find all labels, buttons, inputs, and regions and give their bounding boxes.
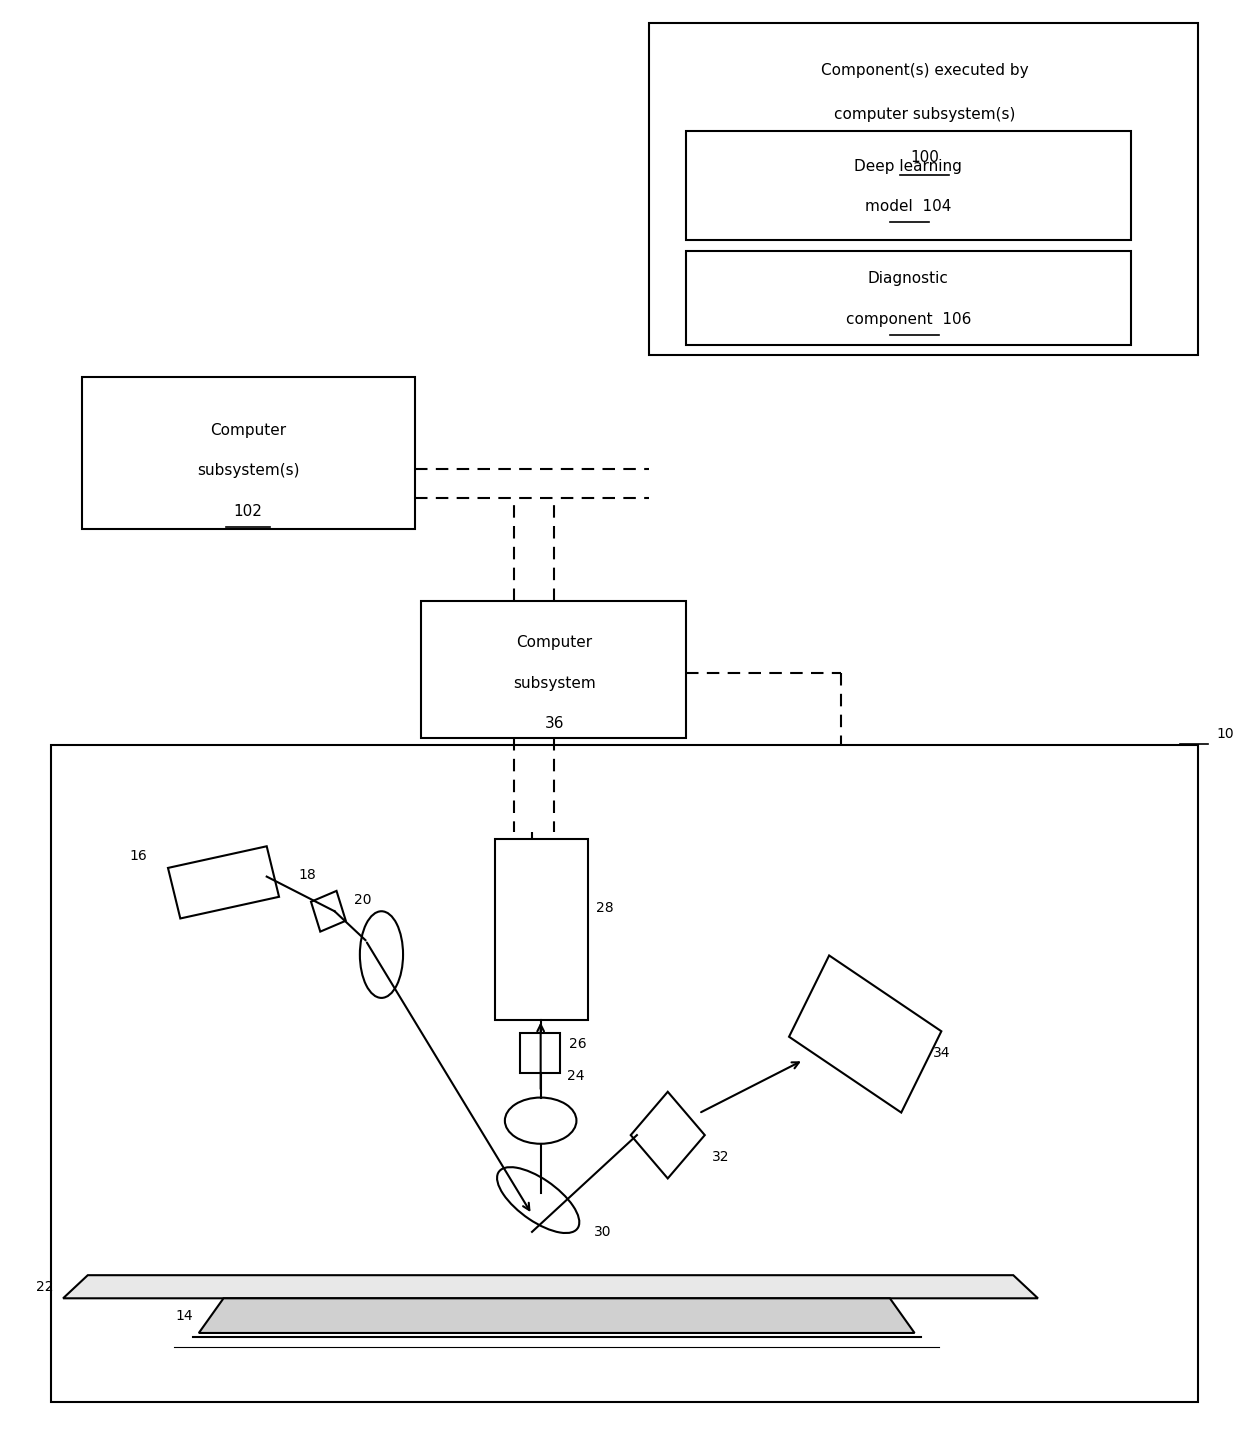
Bar xyxy=(650,23,1198,355)
Bar xyxy=(686,252,1131,346)
Polygon shape xyxy=(789,955,941,1113)
Bar xyxy=(51,745,1198,1402)
Text: 14: 14 xyxy=(175,1308,192,1323)
Bar xyxy=(520,1033,560,1074)
Text: subsystem(s): subsystem(s) xyxy=(197,463,299,479)
Ellipse shape xyxy=(505,1098,577,1143)
Text: 18: 18 xyxy=(299,868,316,883)
Ellipse shape xyxy=(497,1168,579,1233)
Text: computer subsystem(s): computer subsystem(s) xyxy=(833,107,1016,122)
Text: 10: 10 xyxy=(1216,726,1235,741)
Text: Computer: Computer xyxy=(516,635,593,650)
Polygon shape xyxy=(311,891,346,932)
Bar xyxy=(495,839,588,1020)
Ellipse shape xyxy=(360,912,403,998)
Text: model  104: model 104 xyxy=(866,200,951,214)
Text: 34: 34 xyxy=(932,1046,951,1059)
Bar xyxy=(82,376,415,528)
Text: Diagnostic: Diagnostic xyxy=(868,271,949,287)
Polygon shape xyxy=(198,1298,915,1333)
Text: Component(s) executed by: Component(s) executed by xyxy=(821,64,1028,78)
Text: 20: 20 xyxy=(355,893,372,907)
Text: Deep learning: Deep learning xyxy=(854,159,962,174)
Text: 36: 36 xyxy=(544,716,564,731)
Text: 30: 30 xyxy=(594,1224,611,1239)
Bar xyxy=(420,601,686,738)
Text: 102: 102 xyxy=(234,504,263,518)
Text: 32: 32 xyxy=(712,1150,729,1163)
Text: 100: 100 xyxy=(910,150,939,165)
Polygon shape xyxy=(167,846,279,919)
Polygon shape xyxy=(63,1275,1038,1298)
Polygon shape xyxy=(631,1092,704,1178)
Bar xyxy=(686,132,1131,240)
Text: subsystem: subsystem xyxy=(513,676,595,690)
Text: 16: 16 xyxy=(129,849,148,864)
Text: 28: 28 xyxy=(596,901,614,916)
Text: 24: 24 xyxy=(567,1069,584,1082)
Text: component  106: component 106 xyxy=(846,311,971,327)
Text: Computer: Computer xyxy=(210,423,286,438)
Text: 22: 22 xyxy=(36,1279,53,1294)
Text: 26: 26 xyxy=(569,1037,587,1051)
